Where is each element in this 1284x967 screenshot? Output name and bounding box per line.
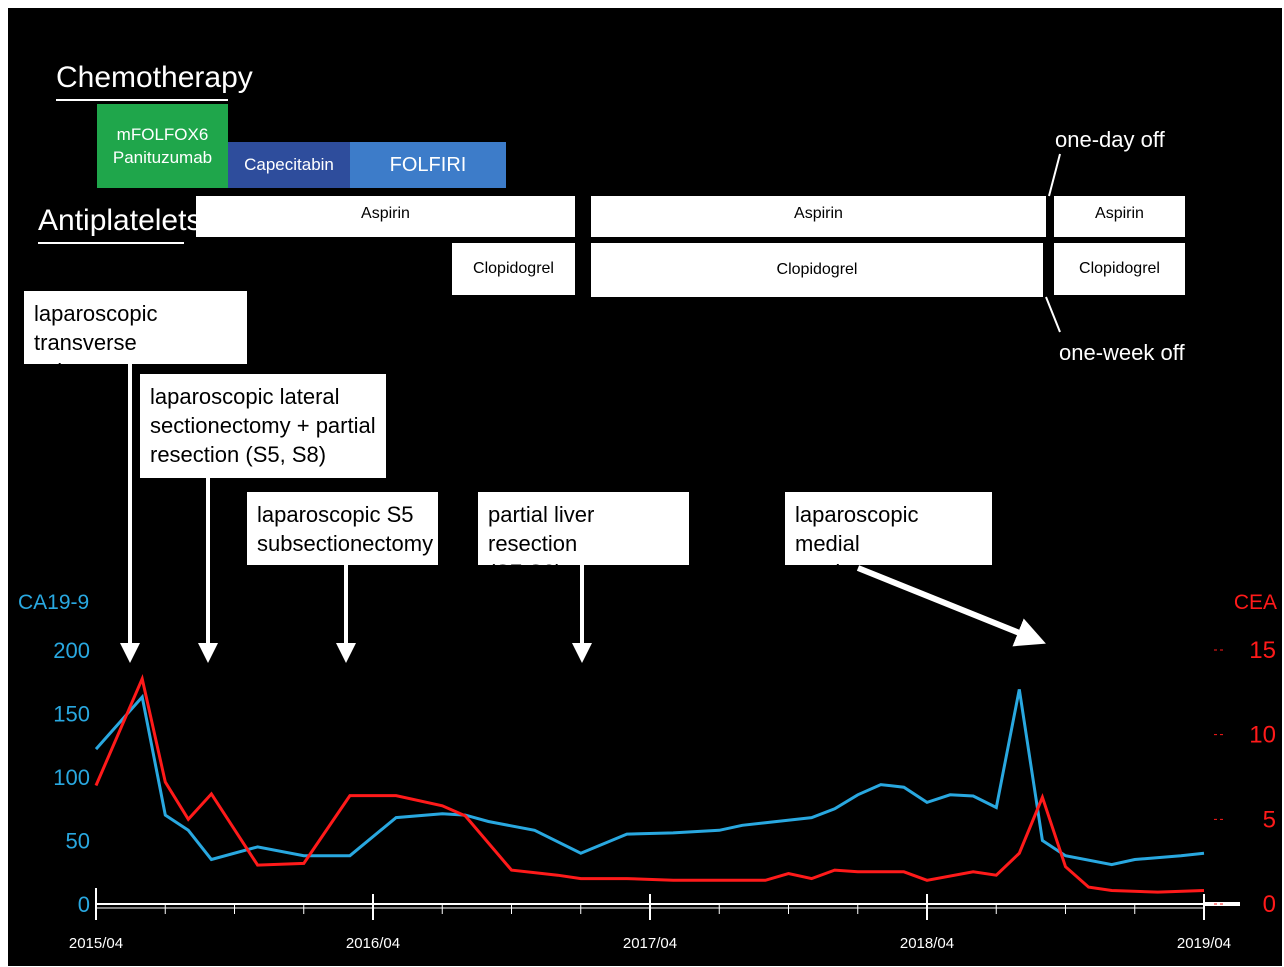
- regimen-capecitabin: Capecitabin: [228, 142, 350, 188]
- procedure-box-3: laparoscopic S5 subsectionectomy: [247, 492, 438, 565]
- antiplatelets-underline: [38, 242, 184, 244]
- x-tick-label: 2016/04: [346, 935, 400, 952]
- procedure-box-4: partial liver resection (S7,S8): [478, 492, 689, 585]
- clopidogrel-bar-3: Clopidogrel: [1054, 243, 1185, 295]
- line-chart: CA19-9 CEA 2015/04 2016/04 2017/04 2018/04 2…: [18, 153, 1277, 952]
- one-week-off-connector: [1045, 296, 1061, 333]
- one-day-off-connector: [1048, 153, 1061, 197]
- y-left-tick-label: 200: [53, 638, 90, 663]
- regimen-folfiri: FOLFIRI: [350, 142, 506, 188]
- y-left-tick-label: 0: [78, 892, 90, 917]
- aspirin-bar-3: Aspirin: [1054, 196, 1185, 237]
- x-tick-label: 2015/04: [69, 935, 123, 952]
- figure-frame: Chemotherapy mFOLFOX6 Panituzumab Capeci…: [8, 8, 1282, 966]
- aspirin-bar-2: Aspirin: [591, 196, 1046, 237]
- series-line-ca19-9: [94, 689, 1205, 867]
- one-week-off-note: one-week off: [1059, 340, 1185, 365]
- procedure-box-2: laparoscopic lateral sectionectomy + par…: [140, 374, 386, 478]
- y-right-axis-label: CEA: [1234, 591, 1277, 614]
- regimen-mfolfox6-panitumumab: mFOLFOX6 Panituzumab: [97, 104, 228, 188]
- aspirin-bar-1: Aspirin: [196, 196, 575, 237]
- x-tick-label: 2018/04: [900, 935, 954, 952]
- y-left-axis-label: CA19-9: [18, 591, 89, 614]
- chemotherapy-title: Chemotherapy: [56, 61, 253, 94]
- y-left-tick-label: 150: [53, 702, 90, 727]
- procedure-box-1: laparoscopic transverse colectomy: [24, 291, 247, 384]
- y-left-tick-label: 50: [66, 829, 90, 854]
- y-right-tick-label: 5: [1263, 806, 1276, 833]
- series-line-cea: [94, 673, 1205, 894]
- y-left-tick-label: 100: [53, 765, 90, 790]
- chemotherapy-underline: [56, 99, 228, 101]
- one-day-off-note: one-day off: [1055, 127, 1165, 152]
- clopidogrel-bar-2: Clopidogrel: [591, 243, 1043, 297]
- clopidogrel-bar-1: Clopidogrel: [452, 243, 575, 295]
- y-right-tick-label: 15: [1249, 637, 1276, 664]
- x-tick-label: 2017/04: [623, 935, 677, 952]
- antiplatelets-title: Antiplatelets: [38, 204, 202, 237]
- y-right-tick-label: 10: [1249, 722, 1276, 749]
- x-tick-label: 2019/04: [1177, 935, 1231, 952]
- arrow-medial-sectionectomy: [856, 565, 1046, 647]
- y-right-tick-label: 0: [1263, 891, 1276, 918]
